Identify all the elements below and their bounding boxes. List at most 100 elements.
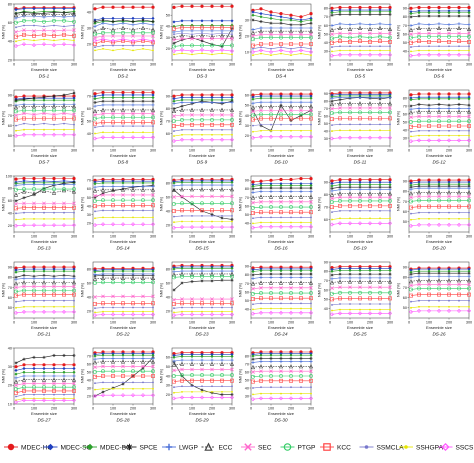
data-point [94, 382, 96, 384]
x-tick-label: 300 [387, 321, 393, 325]
data-point [417, 14, 420, 17]
data-point [260, 386, 262, 388]
data-point [289, 119, 292, 122]
data-point [14, 282, 17, 285]
data-point [151, 103, 154, 106]
data-point [190, 184, 193, 187]
data-point [289, 357, 292, 360]
data-point [32, 356, 35, 359]
data-point [151, 6, 154, 9]
x-tick-label: 200 [367, 321, 373, 325]
y-axis-label: NMI (%) [397, 24, 401, 39]
data-point [309, 357, 312, 360]
x-tick-label: 0 [171, 407, 173, 411]
data-point [389, 45, 391, 47]
data-point [359, 309, 361, 311]
y-tick-label: 40 [8, 40, 12, 44]
y-tick-label: 20 [8, 58, 12, 62]
data-point [290, 393, 292, 395]
data-point [331, 46, 333, 48]
data-point [14, 184, 17, 187]
x-tick-label: 0 [329, 235, 331, 239]
data-point [101, 390, 104, 393]
data-point [180, 359, 183, 362]
y-tick-label: 80 [8, 104, 12, 108]
panel-title: DS-22 [116, 332, 129, 337]
data-point [221, 385, 223, 387]
series-sscspa [172, 138, 233, 142]
legend-entry-kcc: KCC [320, 444, 351, 452]
data-point [230, 29, 233, 32]
data-point [457, 11, 460, 14]
series-lwgp [330, 276, 391, 280]
series-ecc [14, 105, 75, 109]
data-point [131, 6, 134, 9]
data-point [14, 380, 17, 383]
data-point [121, 181, 124, 184]
y-tick-label: 20 [8, 224, 12, 228]
data-point [32, 363, 35, 366]
y-axis-label: NMI (%) [81, 196, 85, 211]
y-tick-label: 90 [8, 93, 12, 97]
data-point [72, 367, 75, 370]
data-point [280, 124, 282, 126]
series-spce [14, 354, 75, 365]
data-point [32, 374, 35, 377]
series-sscspa [330, 312, 391, 316]
data-point [388, 23, 391, 26]
data-point [339, 129, 341, 131]
series-sec [330, 106, 391, 110]
data-point [468, 306, 470, 308]
data-point [22, 371, 25, 374]
series-sec [330, 286, 391, 290]
series-sscspa [93, 313, 154, 317]
series-mdec-sc [172, 19, 233, 23]
data-point [231, 33, 233, 35]
x-tick-label: 0 [329, 149, 331, 153]
data-point [15, 307, 17, 309]
data-point [339, 210, 341, 212]
data-point [181, 134, 183, 136]
data-point [289, 354, 292, 357]
data-point [428, 300, 430, 302]
data-point [300, 124, 302, 126]
series-kcc [172, 123, 233, 127]
y-tick-label: 50 [403, 41, 407, 45]
data-point [359, 210, 361, 212]
data-point [279, 272, 282, 275]
data-point [173, 216, 175, 218]
data-point [23, 306, 25, 308]
data-point [220, 184, 223, 187]
data-point [122, 210, 124, 212]
data-point [221, 134, 223, 136]
panel-title: DS-9 [197, 160, 208, 165]
data-point [152, 382, 154, 384]
data-point [231, 385, 233, 387]
series-sscspa [251, 225, 312, 229]
panel-title: DS-21 [37, 332, 50, 337]
x-tick-label: 200 [51, 407, 57, 411]
data-point [94, 312, 96, 314]
data-point [388, 13, 391, 16]
data-point [220, 24, 223, 27]
data-point [52, 363, 55, 366]
series-ssmcla [410, 212, 470, 215]
data-point [260, 53, 262, 55]
y-axis-label: NMI (%) [2, 196, 6, 211]
x-tick-label: 0 [13, 407, 15, 411]
data-point [102, 388, 104, 390]
data-point [52, 99, 55, 102]
data-point [389, 217, 391, 219]
data-point [309, 276, 312, 279]
x-tick-label: 0 [92, 149, 94, 153]
panel-title: DS-11 [354, 160, 367, 165]
data-point [437, 6, 440, 9]
y-tick-label: 70 [87, 95, 91, 99]
y-tick-label: 30 [324, 50, 328, 54]
